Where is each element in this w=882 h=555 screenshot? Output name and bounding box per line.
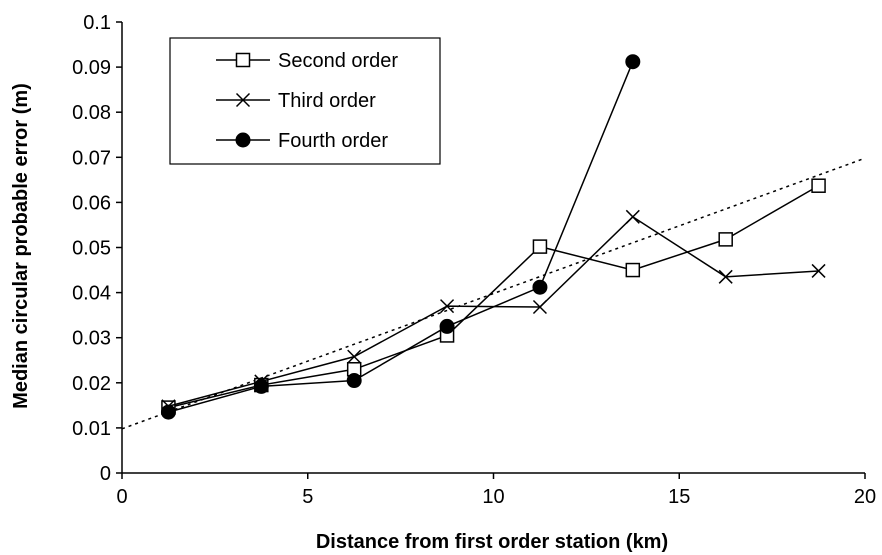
trendline (121, 157, 866, 430)
y-axis-title: Median circular probable error (m) (10, 83, 32, 409)
series-third-order-legend-marker-stroke (235, 92, 251, 108)
series-second-order-legend-label: Second order (278, 50, 398, 72)
x-tick-label: 15 (668, 486, 690, 508)
x-tick-label: 0 (116, 486, 127, 508)
series-fourth-order-point (532, 279, 548, 295)
series-third-order-point (625, 209, 640, 224)
y-tick-label: 0.03 (72, 328, 111, 350)
series-second-order-point (718, 232, 733, 247)
x-axis-title: Distance from first order station (km) (316, 531, 668, 553)
series-third-order-point (347, 349, 362, 364)
series-third-order-point (532, 300, 547, 315)
series-third-order-point-stroke (440, 299, 455, 314)
y-tick-label: 0.07 (72, 147, 111, 169)
series-third-order-point (440, 299, 455, 314)
series-second-order-point (625, 262, 641, 278)
legend: Second order Third order Fourth order (169, 37, 441, 165)
series-third-order-point-stroke (347, 349, 362, 364)
series-third-order-legend-marker (235, 92, 251, 108)
series-third-order-point (811, 263, 826, 278)
x-tick-label: 10 (482, 486, 504, 508)
series-fourth-order-point (346, 373, 362, 389)
series-second-order-point (532, 239, 548, 254)
x-tick-label: 5 (302, 486, 313, 508)
series-third-order-point-stroke (811, 263, 826, 278)
y-tick-label: 0.09 (72, 57, 111, 79)
y-tick-label: 0 (100, 463, 111, 485)
series-third-order-point-stroke (625, 209, 640, 224)
y-tick-label: 0.05 (72, 238, 111, 260)
legend-box (169, 37, 441, 165)
y-tick-label: 0.04 (72, 283, 111, 305)
y-tick-label: 0.01 (72, 418, 111, 440)
x-tick-label: 20 (854, 486, 876, 508)
series-third-order-point (718, 269, 733, 284)
series-third-order-point-stroke (718, 269, 733, 284)
series-second-order-legend-marker (235, 52, 251, 68)
series-third-order-point-stroke (532, 300, 547, 315)
series-fourth-order-point (625, 54, 641, 70)
y-tick-label: 0.1 (83, 12, 111, 34)
series-fourth-order-point (253, 378, 269, 394)
series-third-order-legend-label: Third order (278, 90, 376, 112)
series-fourth-order-line (168, 61, 634, 413)
series-fourth-order-point (160, 404, 176, 420)
y-tick-label: 0.06 (72, 192, 111, 214)
series-second-order-line (168, 185, 819, 409)
y-tick-label: 0.02 (72, 373, 111, 395)
series-second-order-point (811, 178, 826, 193)
y-tick-label: 0.08 (72, 102, 111, 124)
series-fourth-order-legend-label: Fourth order (278, 130, 388, 152)
series-fourth-order-point (439, 318, 455, 334)
series-fourth-order-legend-marker (235, 132, 251, 148)
